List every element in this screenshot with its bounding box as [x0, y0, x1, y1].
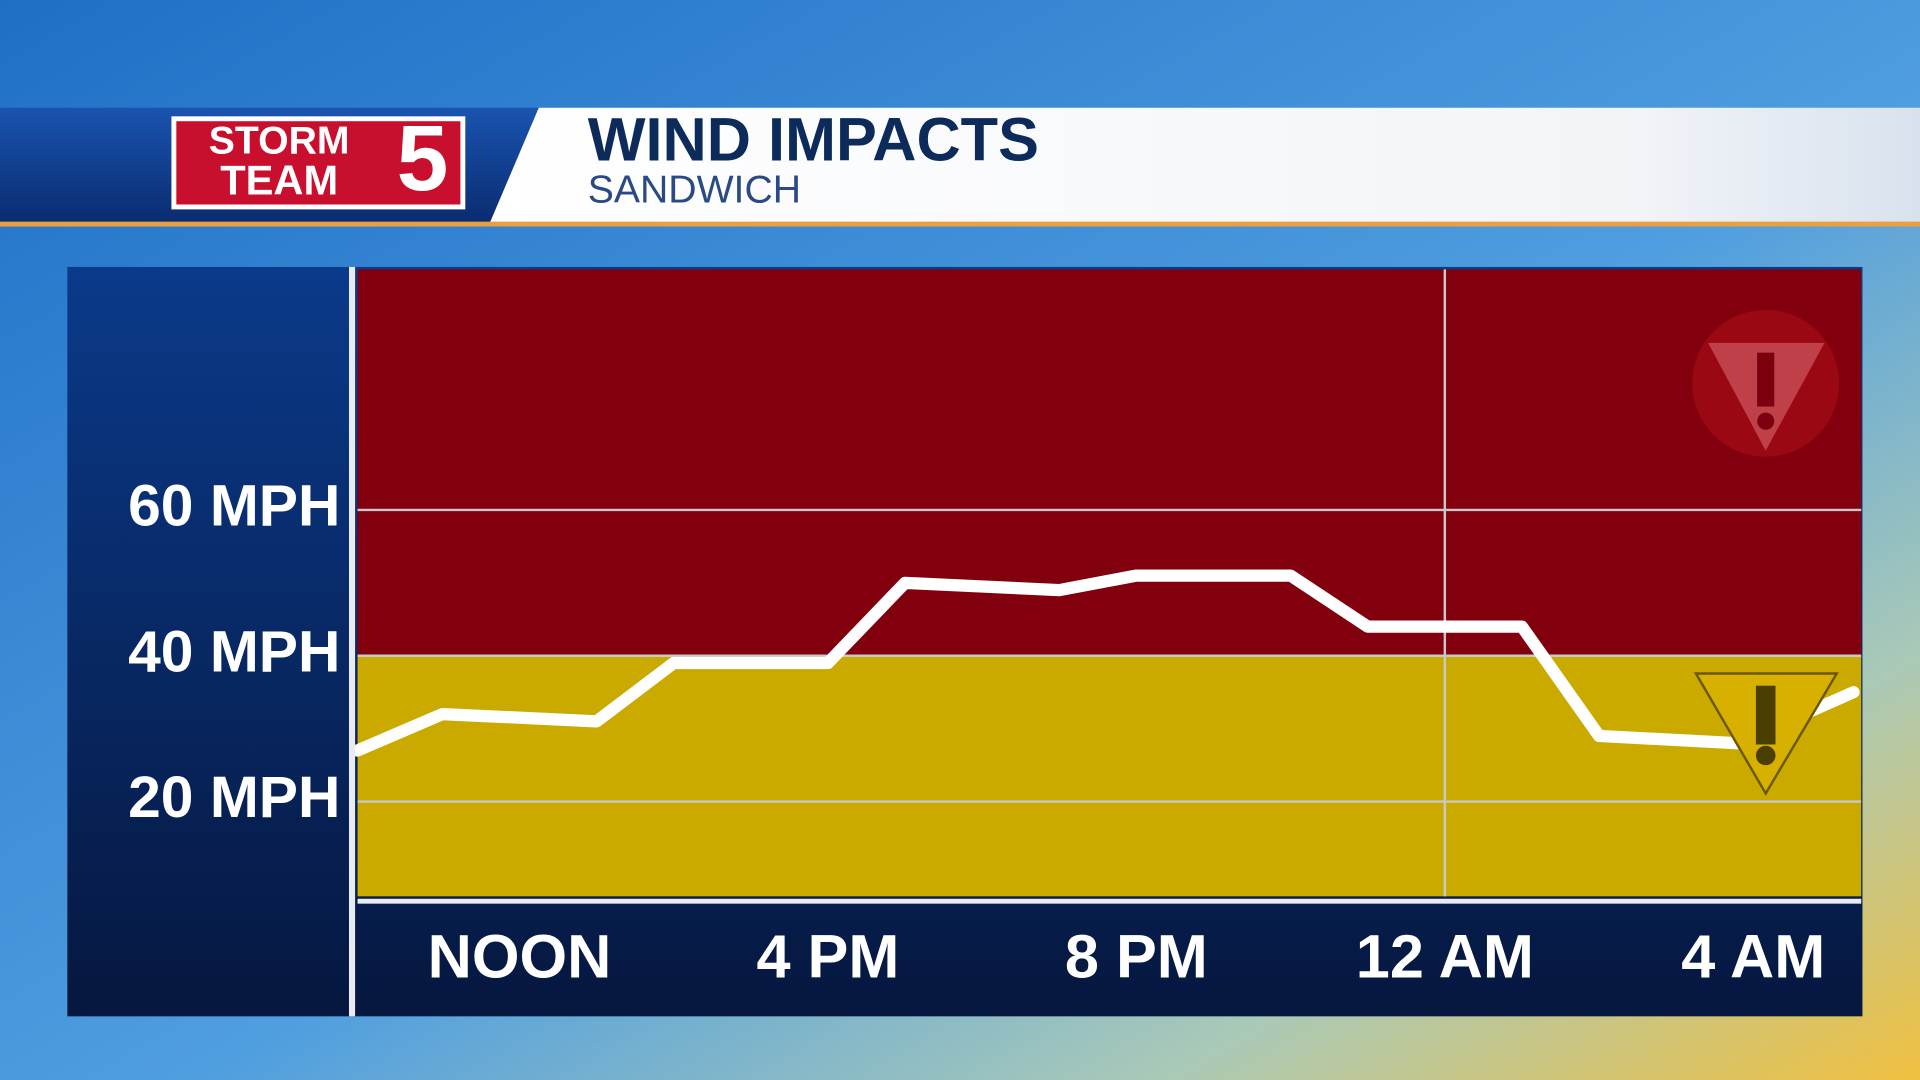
x-tick-label: 4 PM	[756, 922, 899, 990]
header-rule	[0, 221, 1920, 227]
x-tick-label: NOON	[428, 922, 612, 990]
impact-band	[357, 269, 1862, 656]
y-tick-label: 60 MPH	[128, 473, 340, 538]
logo-number: 5	[397, 106, 449, 210]
axis-line	[357, 898, 1862, 904]
header-bar	[489, 107, 1920, 223]
plot	[351, 269, 1862, 897]
impact-band	[357, 655, 1862, 897]
subtitle: SANDWICH	[588, 169, 801, 212]
x-tick-label: 8 PM	[1065, 922, 1208, 990]
logo-text: STORM	[209, 120, 350, 163]
wind-line	[351, 569, 1860, 757]
y-tick-label: 40 MPH	[128, 619, 340, 684]
advisory-icon	[1693, 672, 1839, 796]
title: WIND IMPACTS	[588, 106, 1039, 174]
logo-box	[176, 121, 461, 205]
x-tick-label: 4 AM	[1681, 922, 1825, 990]
logo-text: TEAM	[220, 157, 338, 204]
y-tick-label: 20 MPH	[128, 765, 340, 830]
warning-icon	[1692, 309, 1840, 457]
x-tick-label: 12 AM	[1356, 922, 1534, 990]
axis-line	[348, 266, 356, 1017]
